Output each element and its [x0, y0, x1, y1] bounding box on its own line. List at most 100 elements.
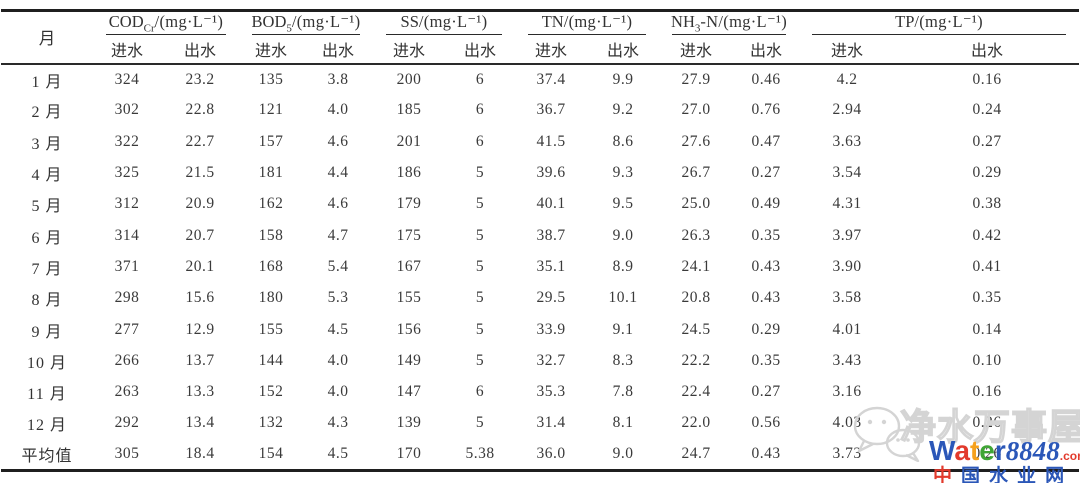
value-cell: 31.4 [536, 414, 566, 432]
value-cell: 0.47 [751, 132, 781, 150]
value-cell: 36.7 [536, 101, 566, 119]
value-cell: 4.4 [327, 164, 349, 182]
table-row: 6 月 314 20.7 158 4.7 175 5 38.7 9.0 26.3 0.35 3.97 0… [1, 220, 1079, 251]
value-cell: 6 [475, 132, 485, 150]
value-cell: 168 [258, 257, 284, 275]
sub-header-effluent: 出水 [733, 34, 800, 65]
value-cell: 322 [114, 132, 140, 150]
value-cell: 20.9 [185, 195, 215, 213]
table-row: 9 月 277 12.9 155 4.5 156 5 33.9 9.1 24.5 0.29 4.01 0… [1, 314, 1079, 345]
value-cell: 6 [475, 383, 485, 401]
group-header-ss: SS/(mg·L⁻¹) [373, 11, 515, 35]
value-cell: 0.27 [751, 164, 781, 182]
value-cell: 4.01 [832, 320, 862, 338]
value-cell: 0.76 [751, 101, 781, 119]
group-header-tn: TN/(mg·L⁻¹) [515, 11, 659, 35]
group-header-tp: TP/(mg·L⁻¹) [799, 11, 1079, 35]
value-cell: 9.5 [612, 195, 634, 213]
group-label: NH3-N/(mg·L⁻¹) [671, 12, 787, 35]
value-cell: 3.73 [832, 444, 862, 462]
value-cell: 139 [396, 414, 422, 432]
sub-header-influent: 进水 [93, 34, 161, 65]
value-cell: 5.3 [327, 289, 349, 307]
value-cell: 38.7 [536, 226, 566, 244]
value-cell: 4.5 [327, 320, 349, 338]
value-cell: 13.7 [185, 351, 215, 369]
value-cell: 132 [258, 414, 284, 432]
value-cell: 0.56 [751, 414, 781, 432]
value-cell: 7.8 [612, 383, 634, 401]
value-cell: 5 [475, 414, 485, 432]
table-row: 4 月 325 21.5 181 4.4 186 5 39.6 9.3 26.7 0.27 3.54 0… [1, 157, 1079, 188]
value-cell: 6 [475, 70, 485, 88]
value-cell: 39.6 [536, 164, 566, 182]
value-cell: 158 [258, 226, 284, 244]
value-cell: 4.0 [327, 351, 349, 369]
table-row: 7 月 371 20.1 168 5.4 167 5 35.1 8.9 24.1 0.43 3.90 0… [1, 251, 1079, 282]
value-cell: 4.0 [327, 383, 349, 401]
value-cell: 20.7 [185, 226, 215, 244]
group-label: SS/(mg·L⁻¹) [400, 12, 488, 32]
value-cell: 21.5 [185, 164, 215, 182]
value-cell: 4.3 [327, 414, 349, 432]
value-cell: 155 [396, 289, 422, 307]
value-cell: 263 [114, 383, 140, 401]
sub-header-effluent: 出水 [303, 34, 373, 65]
value-cell: 201 [396, 132, 422, 150]
value-cell: 8.6 [612, 132, 634, 150]
value-cell: 5 [475, 164, 485, 182]
value-cell: 15.6 [185, 289, 215, 307]
group-header-row: 月 CODCr/(mg·L⁻¹) BOD5/(mg·L⁻¹) SS/(mg·L⁻… [1, 10, 1079, 65]
sub-header-influent: 进水 [659, 34, 734, 65]
group-label: TP/(mg·L⁻¹) [895, 12, 983, 32]
value-cell: 9.0 [612, 444, 634, 462]
value-cell: 9.2 [612, 101, 634, 119]
value-cell: 18.4 [185, 444, 215, 462]
value-cell: 5.38 [465, 444, 495, 462]
group-header-bod: BOD5/(mg·L⁻¹) [239, 11, 373, 35]
sub-header-influent: 进水 [799, 34, 896, 65]
month-cell: 9 月 [31, 323, 63, 341]
value-cell: 305 [114, 444, 140, 462]
group-header-nh3n: NH3-N/(mg·L⁻¹) [659, 11, 799, 35]
value-cell: 27.6 [681, 132, 711, 150]
value-cell: 298 [114, 289, 140, 307]
sub-header-influent: 进水 [515, 34, 588, 65]
month-cell: 10 月 [26, 354, 67, 372]
sub-header-effluent: 出水 [895, 34, 1080, 65]
value-cell: 144 [258, 351, 284, 369]
value-cell: 9.1 [612, 320, 634, 338]
value-cell: 26.7 [681, 164, 711, 182]
value-cell: 175 [396, 226, 422, 244]
value-cell: 179 [396, 195, 422, 213]
value-cell: 9.0 [612, 226, 634, 244]
value-cell: 13.3 [185, 383, 215, 401]
value-cell: 4.31 [832, 195, 862, 213]
table-body: 1 月 324 23.2 135 3.8 200 6 37.4 9.9 27.9 0.46 4.2 0.… [1, 64, 1079, 471]
value-cell: 266 [114, 351, 140, 369]
value-cell: 2.94 [832, 101, 862, 119]
value-cell: 0.43 [751, 257, 781, 275]
value-cell: 0.26 [972, 414, 1002, 432]
value-cell: 22.8 [185, 101, 215, 119]
month-cell: 12 月 [26, 417, 67, 435]
value-cell: 314 [114, 226, 140, 244]
sub-header-influent: 进水 [239, 34, 303, 65]
value-cell: 5 [475, 226, 485, 244]
value-cell: 312 [114, 195, 140, 213]
value-cell: 3.97 [832, 226, 862, 244]
value-cell: 4.03 [832, 414, 862, 432]
value-cell: 22.4 [681, 383, 711, 401]
value-cell: 24.7 [681, 444, 711, 462]
value-cell: 0.16 [972, 383, 1002, 401]
table-row: 11 月 263 13.3 152 4.0 147 6 35.3 7.8 22.4 0.27 3.16… [1, 376, 1079, 407]
month-cell: 5 月 [31, 198, 63, 216]
value-cell: 29.5 [536, 289, 566, 307]
value-cell: 10.1 [608, 289, 638, 307]
month-cell: 平均值 [21, 447, 73, 465]
table-row: 8 月 298 15.6 180 5.3 155 5 29.5 10.1 20.8 0.43 3.58… [1, 283, 1079, 314]
value-cell: 325 [114, 164, 140, 182]
value-cell: 3.63 [832, 132, 862, 150]
value-cell: 13.4 [185, 414, 215, 432]
value-cell: 185 [396, 101, 422, 119]
